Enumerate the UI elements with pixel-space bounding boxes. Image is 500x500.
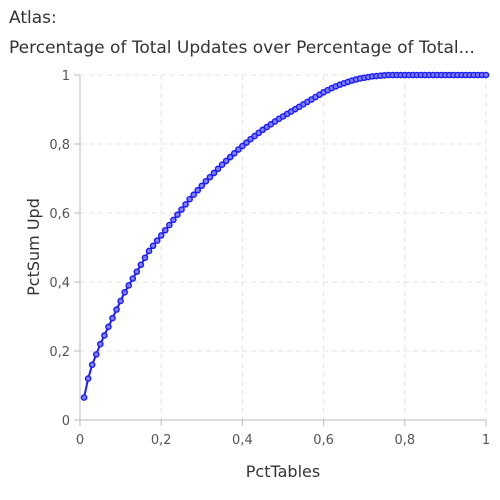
data-point: [88, 361, 96, 369]
data-point: [161, 226, 169, 234]
data-point: [226, 153, 234, 161]
data-point: [174, 211, 181, 219]
chart-title-line-2: Percentage of Total Updates over Percent…: [9, 38, 475, 58]
y-tick-label: 0,2: [49, 345, 70, 360]
data-point: [92, 351, 100, 358]
data-point: [157, 232, 165, 239]
y-tick-label: 0: [62, 414, 70, 429]
data-point: [243, 139, 250, 146]
data-series: [80, 71, 490, 401]
data-point: [194, 186, 202, 194]
data-point: [190, 191, 197, 199]
data-point: [153, 237, 161, 244]
y-tick-label: 0,8: [49, 138, 70, 153]
y-axis-title: PctSum Upd: [24, 198, 43, 296]
data-point: [218, 161, 226, 168]
data-point: [80, 394, 88, 401]
data-point: [109, 314, 116, 322]
data-point: [239, 142, 246, 150]
data-point: [178, 206, 185, 213]
data-point: [198, 182, 206, 190]
data-point: [84, 375, 92, 382]
series-line: [83, 74, 486, 398]
x-tick-label: 0,6: [313, 433, 334, 448]
data-point: [117, 297, 124, 305]
data-point: [170, 216, 177, 224]
data-point: [482, 71, 490, 79]
x-tick-label: 1: [482, 433, 490, 448]
data-point: [214, 165, 222, 173]
x-tick-label: 0,8: [394, 433, 415, 448]
data-point: [125, 282, 133, 289]
data-point: [145, 247, 153, 255]
x-tick-label: 0: [76, 433, 84, 448]
data-point: [186, 195, 193, 203]
data-point: [206, 173, 214, 181]
data-point: [121, 289, 128, 296]
data-point: [149, 242, 157, 250]
y-tick-label: 1: [62, 69, 70, 84]
x-tick-label: 0,2: [151, 433, 172, 448]
y-tick-label: 0,6: [49, 207, 70, 222]
tick-labels: 0 0,2 0,4 0,6 0,8 1 0 0,2 0,4 0,6 0,8 1: [49, 69, 490, 448]
data-point: [230, 150, 238, 157]
data-point: [141, 254, 149, 262]
chart-title-line-1: Atlas:: [9, 8, 57, 28]
x-axis-title: PctTables: [246, 462, 320, 481]
y-tick-label: 0,4: [49, 276, 70, 291]
data-point: [97, 340, 104, 348]
data-point: [222, 157, 230, 165]
data-point: [210, 169, 218, 177]
data-point: [235, 146, 242, 153]
x-tick-label: 0,4: [232, 433, 253, 448]
data-point: [105, 323, 112, 331]
data-point: [182, 201, 189, 208]
data-point: [202, 177, 210, 185]
data-point: [133, 268, 141, 275]
data-point: [137, 261, 145, 269]
axes: [74, 74, 487, 426]
grid-lines: [80, 74, 487, 420]
data-point: [113, 306, 120, 313]
data-point: [166, 221, 173, 229]
data-point: [101, 332, 108, 339]
data-point: [129, 275, 137, 282]
